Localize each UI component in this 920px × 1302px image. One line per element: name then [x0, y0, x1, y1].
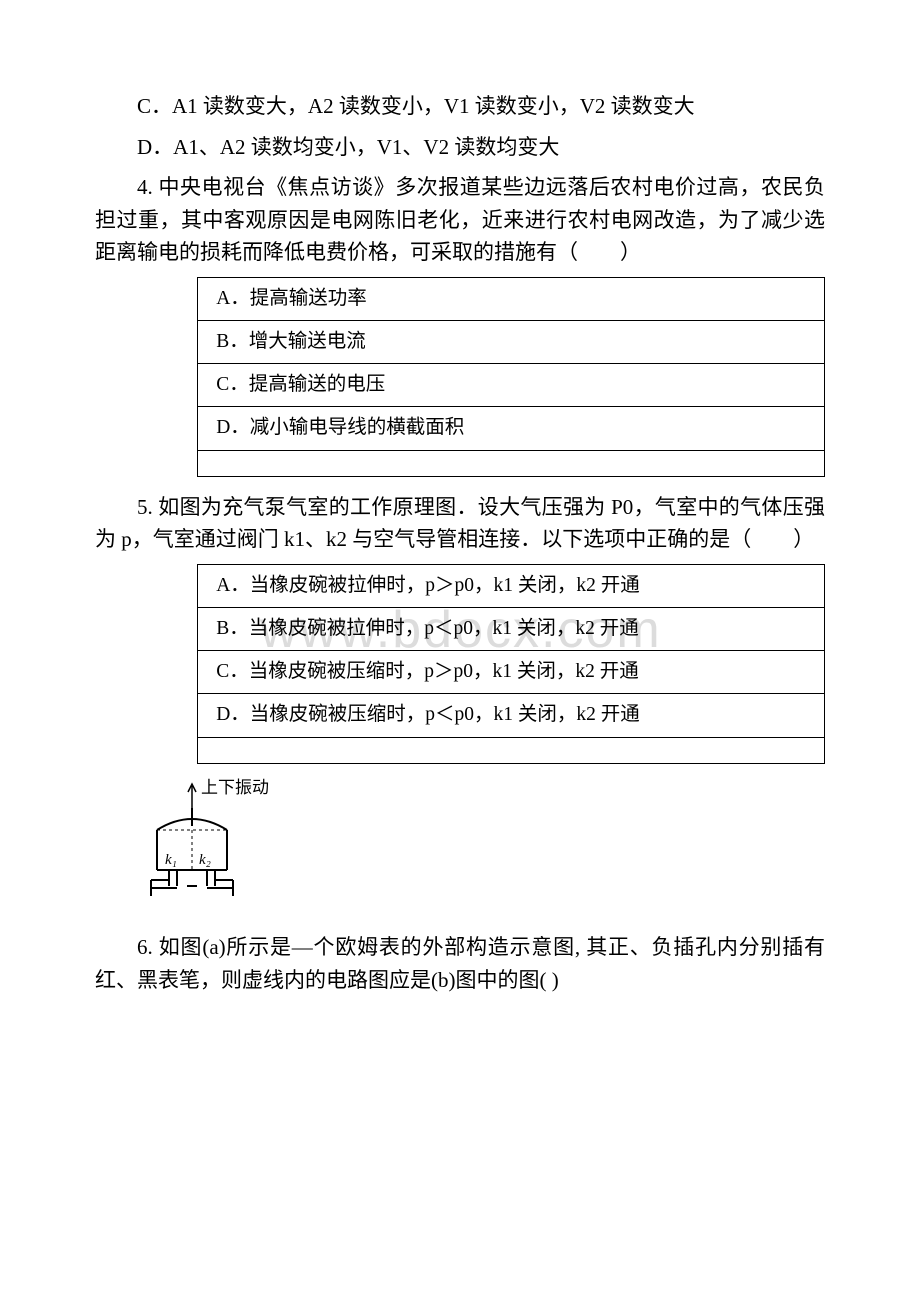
q4-stem: 4. 中央电视台《焦点访谈》多次报道某些边远落后农村电价过高，农民负担过重，其中… — [95, 171, 825, 269]
diagram-k2-label: k₂ — [199, 852, 211, 868]
q4-opt-b: B．增大输送电流 — [198, 320, 825, 363]
diagram-top-label: 上下振动 — [201, 778, 269, 797]
q5-opt-d: D．当橡皮碗被压缩时，p＜p0，k1 关闭，k2 开通 — [198, 694, 825, 737]
q3-option-d: D．A1、A2 读数均变小，V1、V2 读数均变大 — [95, 131, 825, 164]
q4-opt-blank — [198, 450, 825, 476]
q4-opt-c: C．提高输送的电压 — [198, 364, 825, 407]
q5-opt-a: A．当橡皮碗被拉伸时，p＞p0，k1 关闭，k2 开通 — [198, 564, 825, 607]
q5-diagram: 上下振动 k₁ k₂ — [137, 778, 825, 918]
q6-stem: 6. 如图(a)所示是—个欧姆表的外部构造示意图, 其正、负插孔内分别插有红、黑… — [95, 931, 825, 996]
q4-opt-d: D．减小输电导线的横截面积 — [198, 407, 825, 450]
q3-option-c: C．A1 读数变大，A2 读数变小，V1 读数变小，V2 读数变大 — [95, 90, 825, 123]
diagram-k1-label: k₁ — [165, 852, 177, 868]
q4-options-table: A．提高输送功率 B．增大输送电流 C．提高输送的电压 D．减小输电导线的横截面… — [197, 277, 825, 477]
q5-options-table: A．当橡皮碗被拉伸时，p＞p0，k1 关闭，k2 开通 B．当橡皮碗被拉伸时，p… — [197, 564, 825, 764]
q5-opt-b: B．当橡皮碗被拉伸时，p＜p0，k1 关闭，k2 开通 — [198, 607, 825, 650]
q5-opt-c: C．当橡皮碗被压缩时，p＞p0，k1 关闭，k2 开通 — [198, 651, 825, 694]
q5-opt-blank — [198, 737, 825, 763]
q4-opt-a: A．提高输送功率 — [198, 277, 825, 320]
q5-stem: 5. 如图为充气泵气室的工作原理图．设大气压强为 P0，气室中的气体压强为 p，… — [95, 491, 825, 556]
